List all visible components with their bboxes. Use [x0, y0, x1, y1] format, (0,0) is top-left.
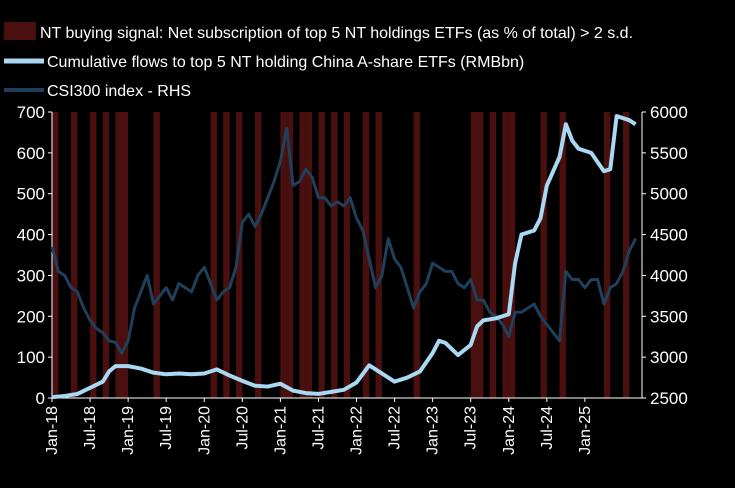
y-left-tick-label: 0 [36, 389, 45, 408]
signal-bar [102, 112, 110, 398]
signal-bar [477, 112, 484, 398]
signal-bar [318, 112, 325, 398]
legend: NT buying signal: Net subscription of to… [4, 22, 633, 100]
axes: 0 100 200 300 400 500 600 700 2500 3000 3500 4000 45… [17, 103, 688, 455]
x-tick-label: Jul-19 [158, 406, 175, 450]
legend-label: Cumulative flows to top 5 NT holding Chi… [47, 54, 524, 71]
y-right-tick-label: 6000 [650, 103, 688, 122]
signal-bar [343, 112, 351, 398]
y-left-tick-label: 100 [17, 348, 45, 367]
series [50, 114, 637, 400]
y-left-tick-label: 200 [17, 307, 45, 326]
x-tick-label: Jul-21 [310, 406, 327, 450]
signal-bar [559, 112, 566, 398]
x-tick-label: Jan-21 [272, 406, 289, 455]
y-right-tick-label: 3500 [650, 307, 688, 326]
x-tick-label: Jul-20 [234, 406, 251, 450]
signal-bar [210, 112, 217, 398]
y-left-tick-label: 700 [17, 103, 45, 122]
signal-bar [223, 112, 230, 398]
x-tick-label: Jan-22 [349, 406, 366, 455]
x-tick-label: Jul-22 [387, 406, 404, 450]
legend-label: CSI300 index - RHS [47, 83, 191, 100]
signal-bar [470, 112, 478, 398]
y-left-tick-label: 300 [17, 266, 45, 285]
y-right-tick-label: 5500 [650, 144, 688, 163]
x-tick-label: Jan-24 [501, 406, 518, 455]
x-tick-label: Jan-20 [196, 406, 213, 455]
y-left-tick-label: 600 [17, 144, 45, 163]
signal-bar [153, 112, 160, 398]
y-right-tick-label: 4000 [650, 266, 688, 285]
signal-bar [508, 112, 516, 398]
signal-bar [280, 112, 287, 398]
signal-bar [286, 112, 294, 398]
csi300-line [50, 126, 637, 355]
legend-label: NT buying signal: Net subscription of to… [40, 25, 633, 42]
signal-bar [115, 112, 129, 398]
x-tick-label: Jan-19 [120, 406, 137, 455]
signal-bar [622, 112, 630, 398]
x-tick-label: Jan-18 [44, 406, 61, 455]
x-tick-label: Jul-23 [463, 406, 480, 450]
cumulative-flows-line [51, 114, 637, 400]
x-tick-label: Jul-18 [82, 406, 99, 450]
y-left-tick-label: 500 [17, 185, 45, 204]
signal-bar [603, 112, 611, 398]
signal-bar [413, 112, 420, 398]
signal-bar [90, 112, 97, 398]
signal-bar [502, 112, 509, 398]
y-right-tick-label: 4500 [650, 226, 688, 245]
signal-bars [52, 112, 630, 398]
y-right-tick-label: 5000 [650, 185, 688, 204]
legend-swatch-signal [4, 22, 36, 40]
y-right-tick-label: 3000 [650, 348, 688, 367]
signal-bar [540, 112, 547, 398]
x-tick-label: Jul-24 [539, 406, 556, 450]
y-left-tick-label: 400 [17, 226, 45, 245]
y-right-tick-label: 2500 [650, 389, 688, 408]
signal-bar [255, 112, 262, 398]
signal-bar [305, 112, 313, 398]
signal-bar [71, 112, 78, 398]
signal-bar [489, 112, 497, 398]
signal-bar [299, 112, 306, 398]
signal-bar [362, 112, 370, 398]
signal-bar [331, 112, 338, 398]
x-tick-label: Jan-23 [425, 406, 442, 455]
x-tick-label: Jan-25 [577, 406, 594, 455]
signal-bar [375, 112, 382, 398]
